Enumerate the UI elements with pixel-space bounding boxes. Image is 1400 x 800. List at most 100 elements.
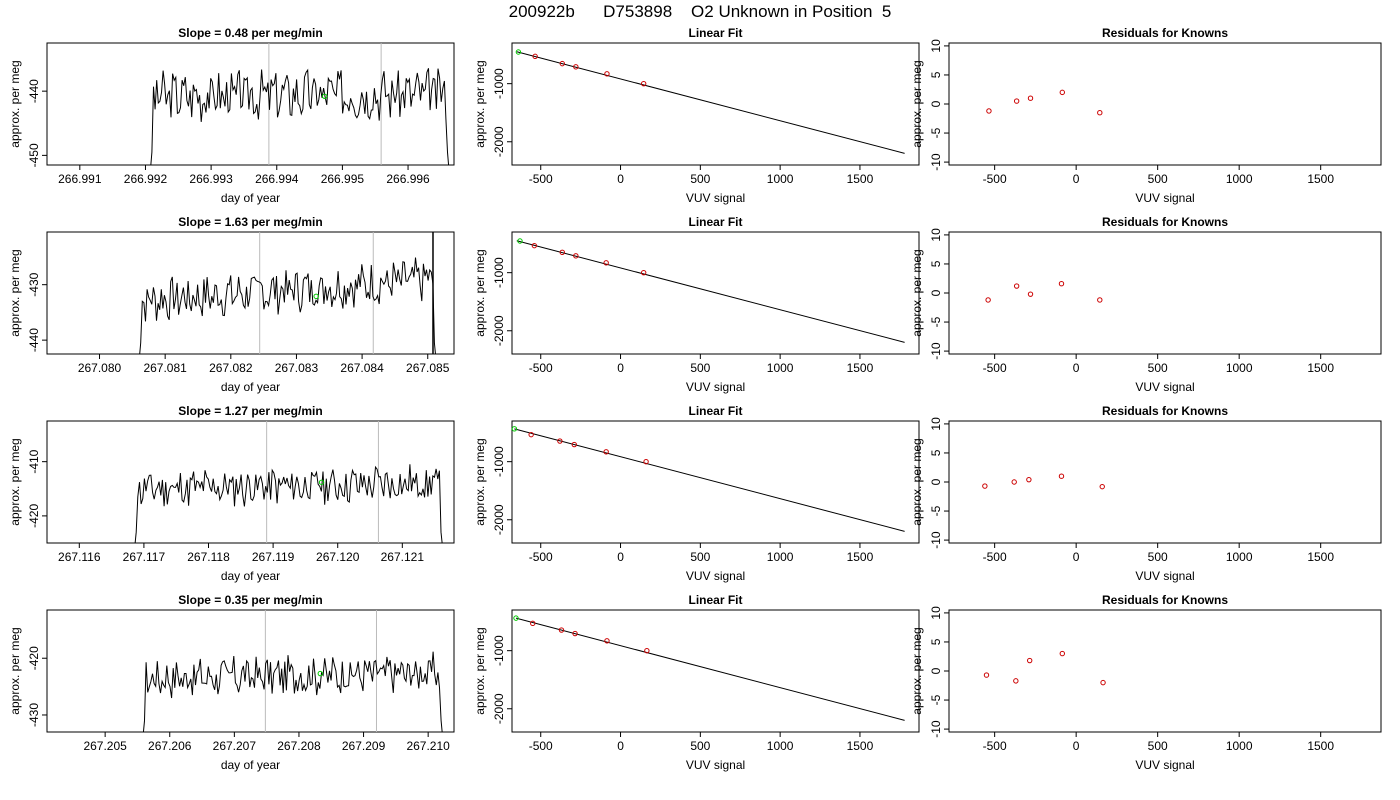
known-point bbox=[573, 64, 579, 70]
fit-line bbox=[514, 428, 905, 532]
y-tick-label: -450 bbox=[27, 143, 41, 167]
residual-point bbox=[986, 108, 992, 114]
x-tick-label: 267.118 bbox=[187, 550, 230, 564]
residual-point bbox=[1100, 679, 1106, 686]
known-point bbox=[604, 71, 610, 77]
known-point bbox=[573, 253, 579, 259]
y-tick-label: -10 bbox=[929, 342, 943, 360]
x-tick-label: 1000 bbox=[767, 739, 794, 753]
x-tick-label: -500 bbox=[529, 361, 553, 375]
y-tick-label: 10 bbox=[929, 606, 943, 620]
y-tick-label: -1000 bbox=[492, 257, 506, 288]
x-tick-label: -500 bbox=[529, 172, 553, 186]
residual-point bbox=[1097, 110, 1103, 116]
x-tick-label: 0 bbox=[617, 739, 624, 753]
fit-line bbox=[516, 240, 905, 343]
known-point bbox=[603, 260, 609, 266]
y-axis-label: approx. per meg bbox=[473, 60, 487, 147]
time-series-panel: Slope = 1.27 per meg/min day of year appro… bbox=[8, 404, 455, 583]
y-tick-label: -1000 bbox=[492, 635, 506, 666]
plot-frame bbox=[511, 42, 920, 166]
y-axis-label: approx. per meg bbox=[8, 438, 22, 525]
signal-trace bbox=[142, 651, 443, 732]
x-tick-label: 1000 bbox=[1226, 361, 1253, 375]
x-tick-label: 267.206 bbox=[148, 739, 192, 753]
panel-title: Linear Fit bbox=[688, 215, 742, 229]
linear-fit-panel: Linear Fit VUV signal approx. per meg -500 0… bbox=[473, 404, 920, 583]
x-tick-label: 267.082 bbox=[209, 361, 253, 375]
x-tick-label: 267.080 bbox=[78, 361, 122, 375]
x-axis-label: VUV signal bbox=[686, 380, 745, 394]
residual-point bbox=[983, 672, 990, 678]
plot-frame bbox=[948, 231, 1382, 355]
residual-point bbox=[1027, 95, 1034, 101]
plot-frame bbox=[46, 42, 455, 166]
x-tick-label: 267.210 bbox=[406, 739, 450, 753]
x-axis-label: VUV signal bbox=[1135, 191, 1194, 205]
x-tick-label: 267.081 bbox=[143, 361, 187, 375]
x-axis-label: VUV signal bbox=[1135, 380, 1194, 394]
known-point bbox=[604, 638, 610, 644]
unknown-point bbox=[515, 49, 522, 55]
linear-fit-panel: Linear Fit VUV signal approx. per meg -500 0… bbox=[473, 26, 920, 205]
fit-line bbox=[516, 51, 905, 154]
y-axis-label: approx. per meg bbox=[910, 627, 924, 714]
panel-title: Linear Fit bbox=[688, 593, 742, 607]
x-tick-label: 266.996 bbox=[386, 172, 430, 186]
x-tick-label: 1500 bbox=[1307, 361, 1334, 375]
signal-trace bbox=[139, 257, 436, 354]
x-tick-label: 0 bbox=[617, 172, 624, 186]
y-tick-label: -1000 bbox=[492, 446, 506, 477]
x-tick-label: -500 bbox=[529, 550, 553, 564]
y-axis-label: approx. per meg bbox=[473, 438, 487, 525]
known-point bbox=[640, 80, 647, 87]
y-tick-label: -5 bbox=[929, 694, 943, 705]
x-tick-label: 267.208 bbox=[277, 739, 321, 753]
x-tick-label: 267.117 bbox=[123, 550, 166, 564]
residual-point bbox=[1026, 476, 1032, 483]
residual-point bbox=[1013, 98, 1020, 104]
x-tick-label: 1000 bbox=[1226, 172, 1253, 186]
y-tick-label: 0 bbox=[929, 100, 943, 107]
x-tick-label: 500 bbox=[1148, 361, 1168, 375]
mean-point-marker bbox=[318, 479, 325, 485]
x-tick-label: -500 bbox=[983, 550, 1007, 564]
y-tick-label: -440 bbox=[27, 328, 41, 352]
x-tick-label: 267.120 bbox=[316, 550, 360, 564]
x-axis-label: VUV signal bbox=[686, 191, 745, 205]
x-axis-label: day of year bbox=[221, 380, 280, 394]
plot-frame bbox=[511, 609, 920, 733]
known-point bbox=[531, 242, 538, 249]
y-tick-label: -410 bbox=[27, 449, 41, 473]
y-tick-label: -440 bbox=[27, 79, 41, 103]
x-tick-label: 266.991 bbox=[58, 172, 102, 186]
x-tick-label: 0 bbox=[1073, 739, 1080, 753]
y-axis-label: approx. per meg bbox=[8, 627, 22, 714]
residual-point bbox=[1013, 283, 1020, 289]
x-axis-label: day of year bbox=[221, 758, 280, 772]
x-tick-label: 1000 bbox=[1226, 739, 1253, 753]
y-tick-label: 10 bbox=[929, 228, 943, 242]
y-tick-label: 0 bbox=[929, 478, 943, 485]
page-title: 200922b D753898 O2 Unknown in Position 5 bbox=[508, 2, 892, 21]
known-point bbox=[557, 438, 563, 444]
mean-point-marker bbox=[313, 293, 319, 300]
x-tick-label: 266.994 bbox=[255, 172, 299, 186]
y-tick-label: 0 bbox=[929, 289, 943, 296]
panel-title: Residuals for Knowns bbox=[1102, 26, 1228, 40]
x-tick-label: 500 bbox=[690, 739, 710, 753]
plot-frame bbox=[46, 420, 455, 544]
y-tick-label: 10 bbox=[929, 39, 943, 53]
y-axis-label: approx. per meg bbox=[473, 627, 487, 714]
x-tick-label: 500 bbox=[690, 550, 710, 564]
y-tick-label: -10 bbox=[929, 153, 943, 171]
plot-frame bbox=[948, 420, 1382, 544]
panel-title: Linear Fit bbox=[688, 26, 742, 40]
panel-title: Slope = 1.27 per meg/min bbox=[178, 404, 322, 418]
x-tick-label: 0 bbox=[617, 550, 624, 564]
y-tick-label: 5 bbox=[929, 71, 943, 78]
known-point bbox=[558, 627, 565, 633]
residual-point bbox=[982, 483, 988, 489]
mean-point-marker bbox=[317, 670, 323, 677]
